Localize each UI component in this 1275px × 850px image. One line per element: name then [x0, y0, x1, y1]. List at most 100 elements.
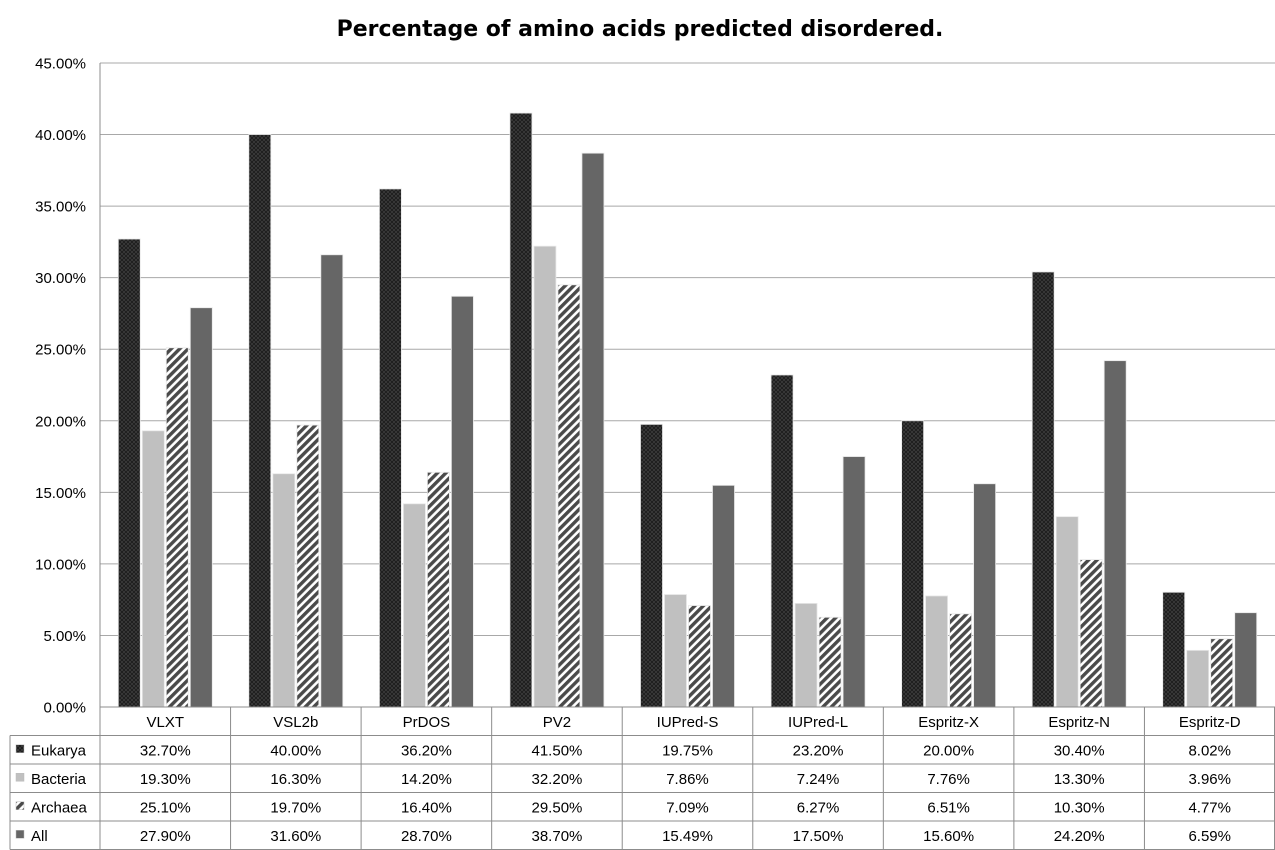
bar — [581, 152, 605, 708]
category-label: Espritz-N — [1048, 714, 1110, 731]
bar — [165, 347, 189, 708]
data-label: 13.30% — [1054, 771, 1105, 788]
bar — [1079, 559, 1103, 708]
bar — [402, 503, 426, 708]
series-label: Bacteria — [31, 771, 87, 788]
category-label: VSL2b — [273, 714, 318, 731]
data-label: 24.20% — [1054, 828, 1105, 845]
bar — [770, 374, 794, 708]
bar — [426, 471, 450, 708]
data-label: 32.70% — [140, 742, 191, 759]
bar — [842, 456, 866, 708]
y-tick-label: 40.00% — [35, 127, 86, 144]
data-label: 7.24% — [797, 771, 840, 788]
data-label: 25.10% — [140, 799, 191, 816]
data-table: VLXT VSL2b PrDOS PV2 IUPred-S IUPred-L Espritz… — [9, 706, 1275, 850]
legend-key — [15, 773, 25, 782]
bar — [509, 112, 533, 708]
bar — [664, 594, 687, 708]
data-label: 15.60% — [923, 828, 974, 845]
data-label: 27.90% — [140, 828, 191, 845]
data-label: 32.20% — [532, 771, 583, 788]
y-tick-label: 35.00% — [35, 199, 86, 216]
bar — [378, 188, 402, 708]
bar — [557, 284, 581, 708]
data-label: 23.20% — [793, 742, 844, 759]
y-tick-label: 10.00% — [35, 556, 86, 573]
data-label: 4.77% — [1188, 799, 1231, 816]
bar — [1031, 271, 1055, 708]
data-label: 6.59% — [1188, 828, 1231, 845]
y-tick-label: 0.00% — [43, 700, 86, 717]
y-tick-label: 20.00% — [35, 413, 86, 430]
bar — [248, 134, 272, 708]
data-label: 8.02% — [1188, 742, 1231, 759]
data-label: 19.30% — [140, 771, 191, 788]
data-label: 7.09% — [666, 799, 709, 816]
data-label: 19.75% — [662, 742, 713, 759]
data-label: 36.20% — [401, 742, 452, 759]
bar — [141, 430, 165, 708]
bar — [450, 295, 474, 708]
data-label: 19.70% — [270, 799, 321, 816]
bar — [272, 473, 296, 708]
data-label: 16.30% — [270, 771, 321, 788]
bar — [973, 483, 997, 708]
category-label: IUPred-L — [788, 714, 848, 731]
data-label: 6.27% — [797, 799, 840, 816]
legend-key — [15, 830, 25, 839]
data-label: 6.51% — [927, 799, 970, 816]
bar — [925, 595, 949, 708]
legend-key — [15, 801, 25, 810]
bar — [189, 307, 213, 708]
bar — [712, 484, 735, 708]
bars — [117, 112, 1258, 708]
bar — [794, 602, 818, 708]
data-label: 16.40% — [401, 799, 452, 816]
bar — [296, 424, 320, 708]
bar — [901, 420, 925, 708]
data-label: 14.20% — [401, 771, 452, 788]
legend-key — [15, 744, 25, 753]
bar — [1055, 516, 1079, 708]
data-label: 31.60% — [270, 828, 321, 845]
category-label: Espritz-D — [1179, 714, 1241, 731]
data-label: 3.96% — [1188, 771, 1231, 788]
y-tick-label: 25.00% — [35, 342, 86, 359]
data-label: 30.40% — [1054, 742, 1105, 759]
data-label: 7.86% — [666, 771, 709, 788]
chart-title: Percentage of amino acids predicted diso… — [337, 17, 944, 42]
data-label: 20.00% — [923, 742, 974, 759]
bar — [1210, 638, 1234, 708]
bar — [1234, 612, 1258, 708]
category-label: PrDOS — [403, 714, 451, 731]
category-label: VLXT — [147, 714, 185, 731]
y-tick-label: 30.00% — [35, 270, 86, 287]
y-axis-tick-labels: 0.00% 5.00% 10.00% 15.00% 20.00% 25.00% 30.00%… — [35, 56, 86, 717]
bar — [320, 254, 344, 708]
y-tick-label: 5.00% — [43, 628, 86, 645]
data-label: 15.49% — [662, 828, 713, 845]
category-label: Espritz-X — [918, 714, 979, 731]
data-label: 29.50% — [532, 799, 583, 816]
series-label: Eukarya — [31, 742, 87, 759]
bar — [1162, 591, 1186, 708]
y-tick-label: 15.00% — [35, 485, 86, 502]
bar — [640, 423, 663, 708]
bar — [533, 245, 557, 708]
data-label: 40.00% — [270, 742, 321, 759]
data-label: 28.70% — [401, 828, 452, 845]
gridlines — [99, 62, 1275, 708]
bar — [949, 613, 973, 708]
y-tick-label: 45.00% — [35, 56, 86, 73]
data-label: 41.50% — [532, 742, 583, 759]
series-label: Archaea — [31, 799, 88, 816]
bar — [688, 605, 711, 708]
data-label: 17.50% — [793, 828, 844, 845]
bar — [1103, 360, 1127, 708]
bar — [117, 238, 141, 708]
data-label: 10.30% — [1054, 799, 1105, 816]
bar — [818, 616, 842, 708]
category-label: PV2 — [543, 714, 571, 731]
